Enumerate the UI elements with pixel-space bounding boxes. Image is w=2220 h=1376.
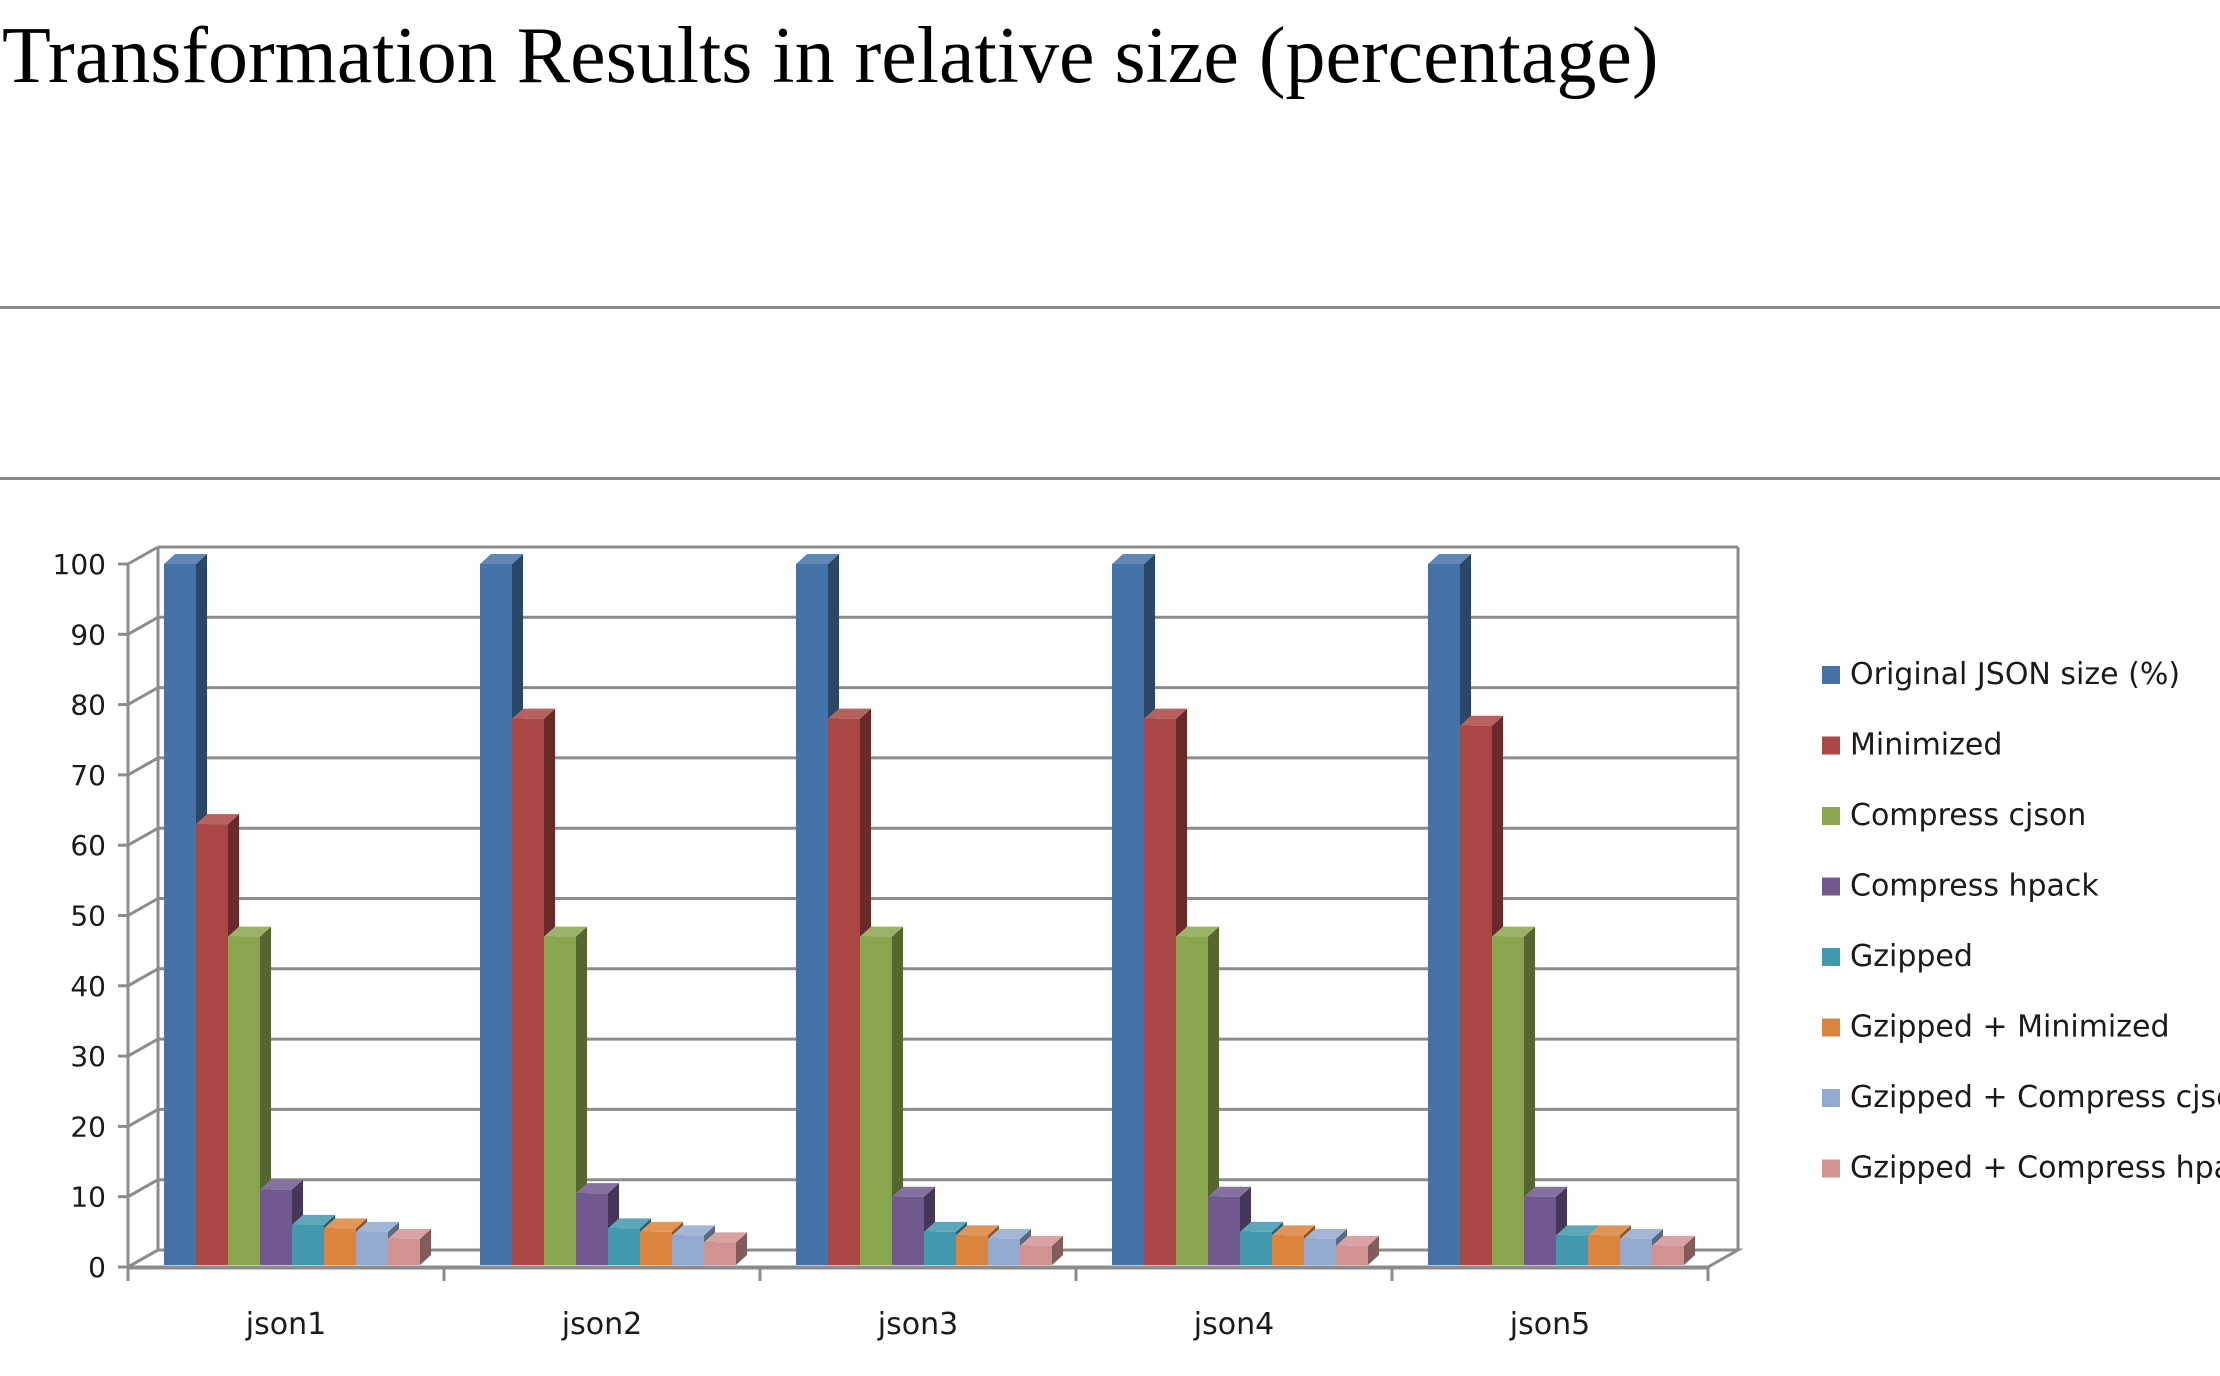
x-tick-label: json3 [877, 1307, 958, 1342]
legend-item: Compress hpack [1822, 869, 2099, 904]
gridline-side [127, 1108, 159, 1128]
gridline-side [127, 615, 159, 636]
legend-label: Minimized [1850, 728, 2002, 763]
legend-label: Gzipped + Compress cjson [1850, 1080, 2220, 1115]
axes [118, 547, 1744, 1281]
legend-label: Original JSON size (%) [1850, 657, 2180, 692]
bar [1492, 926, 1535, 1265]
bar [1652, 1235, 1695, 1265]
bar [544, 926, 587, 1265]
divider-line-top [0, 306, 2220, 309]
gridline-side [127, 967, 159, 988]
bar [1208, 1186, 1251, 1265]
bar [860, 926, 903, 1265]
bars [164, 554, 1695, 1265]
page-title: Transformation Results in relative size … [2, 12, 1659, 100]
divider-line-bottom [0, 477, 2220, 480]
legend-label: Compress hpack [1850, 869, 2099, 904]
gridline-side [127, 756, 159, 777]
y-tick-label: 100 [53, 548, 106, 581]
bar [1176, 926, 1219, 1265]
legend-item: Gzipped + Compress cjson [1822, 1080, 2220, 1115]
y-tick-label: 0 [88, 1251, 106, 1284]
legend-swatch [1822, 948, 1840, 966]
y-tick-label: 90 [70, 618, 106, 651]
legend-label: Gzipped + Minimized [1850, 1010, 2170, 1045]
legend-swatch [1822, 1018, 1840, 1037]
x-tick-label: json1 [245, 1307, 326, 1342]
y-tick-label: 40 [70, 970, 106, 1003]
gridline-side [127, 686, 159, 706]
gridline-side [127, 545, 159, 566]
y-tick-label: 70 [70, 759, 106, 792]
legend-item: Gzipped [1822, 939, 1973, 974]
legend-item: Original JSON size (%) [1822, 657, 2180, 692]
legend-label: Gzipped [1850, 939, 1973, 974]
bar [228, 926, 271, 1265]
bar [1020, 1235, 1063, 1265]
x-tick-label: json4 [1193, 1307, 1274, 1342]
gridline-side [127, 897, 159, 917]
x-tick-label: json5 [1509, 1307, 1590, 1342]
legend-item: Gzipped + Compress hpack [1822, 1151, 2220, 1186]
legend-swatch [1822, 736, 1840, 755]
legend-label: Gzipped + Compress hpack [1850, 1151, 2220, 1186]
legend-swatch [1822, 666, 1840, 684]
y-tick-label: 30 [70, 1040, 106, 1073]
gridline-side [127, 1178, 159, 1199]
bar [1620, 1228, 1663, 1265]
bar [1336, 1235, 1379, 1265]
legend: Original JSON size (%) Minimized Compress … [1822, 657, 2220, 1186]
y-tick-label: 20 [70, 1110, 106, 1143]
legend-swatch [1822, 1089, 1840, 1107]
legend-item: Compress cjson [1822, 798, 2086, 833]
legend-item: Gzipped + Minimized [1822, 1010, 2170, 1045]
legend-swatch [1822, 807, 1840, 825]
bar [388, 1228, 431, 1265]
y-tick-label: 80 [70, 689, 106, 722]
y-tick-label: 50 [70, 900, 106, 933]
gridline-side [127, 826, 159, 847]
legend-label: Compress cjson [1850, 798, 2086, 833]
legend-swatch [1822, 877, 1840, 896]
bar [1556, 1225, 1599, 1265]
y-tick-label: 60 [70, 829, 106, 862]
axis-labels: 0 10 20 30 40 50 60 70 80 90 100 json1 json2 json3 jso… [53, 548, 1591, 1342]
gridline-side [127, 1037, 159, 1058]
legend-item: Minimized [1822, 728, 2002, 763]
y-tick-label: 10 [70, 1181, 106, 1214]
legend-swatch [1822, 1159, 1840, 1178]
x-tick-label: json2 [561, 1307, 642, 1342]
bar [704, 1232, 747, 1265]
